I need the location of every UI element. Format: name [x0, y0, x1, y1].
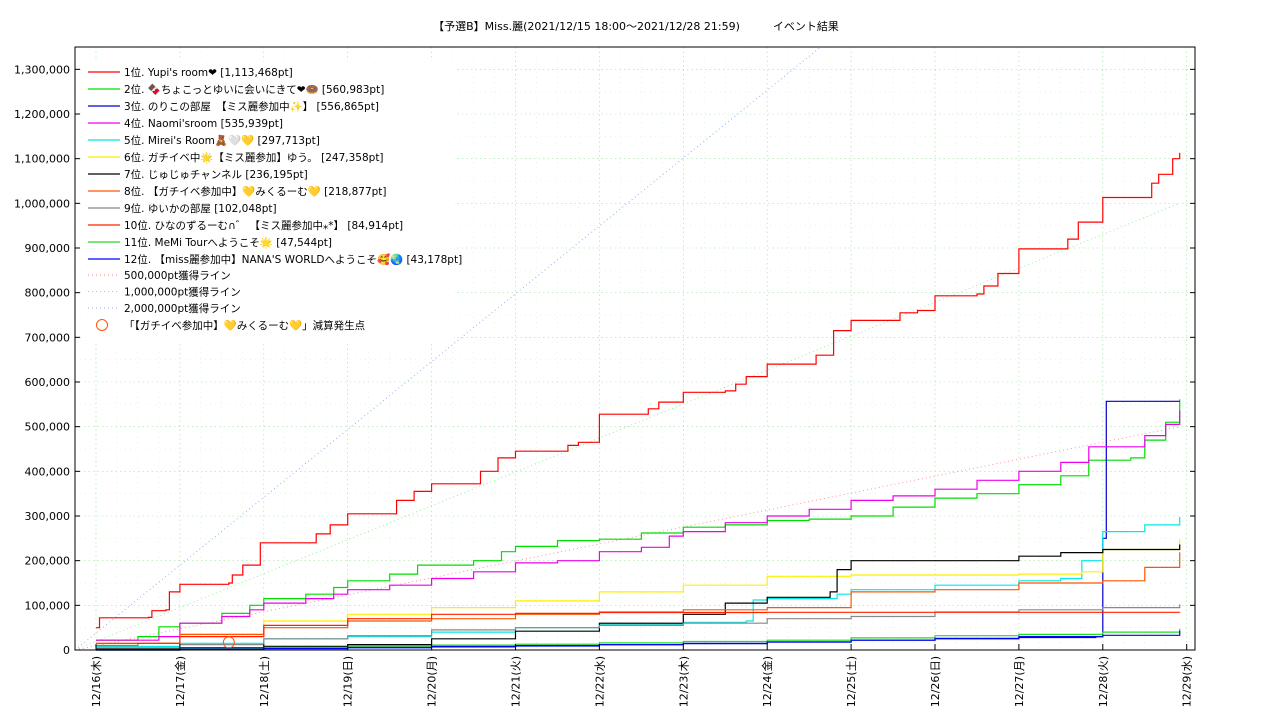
y-tick-label: 1,100,000: [14, 153, 70, 166]
legend-label: 10位. ひなのずるーむ∩゛ 【ミス麗参加中⁎*】 [84,914pt]: [124, 219, 403, 232]
legend-label: 8位. 【ガチイベ参加中】💛みくるーむ💛 [218,877pt]: [124, 185, 387, 198]
legend-label: 500,000pt獲得ライン: [124, 269, 231, 282]
legend-label: 5位. Mirei's Room🧸🤍💛 [297,713pt]: [124, 134, 320, 147]
legend-label: 2,000,000pt獲得ライン: [124, 302, 241, 315]
y-tick-label: 500,000: [25, 421, 71, 434]
y-tick-label: 100,000: [25, 599, 71, 612]
legend-label: 3位. のりこの部屋 【ミス麗参加中✨】 [556,865pt]: [124, 100, 379, 113]
x-tick-label: 12/17(金): [173, 656, 187, 707]
x-tick-label: 12/29(水): [1181, 656, 1194, 707]
x-tick-label: 12/19(日): [342, 656, 355, 707]
legend: 1位. Yupi's room❤ [1,113,468pt] 2位. 🍫ちょこっと…: [82, 61, 462, 344]
legend-label: 11位. MeMi Tourへようこそ🌟 [47,544pt]: [124, 236, 332, 249]
x-tick-label: 12/21(火): [510, 656, 523, 707]
x-tick-label: 12/16(木): [90, 656, 103, 707]
series-line: [96, 544, 1181, 650]
reference-lines: [74, 46, 1180, 651]
series-line: [96, 630, 1181, 651]
x-tick-label: 12/27(月): [1013, 656, 1026, 707]
x-tick-label: 12/22(水): [593, 656, 606, 707]
chart-title: 【予選B】Miss.麗(2021/12/15 18:00～2021/12/28 …: [433, 19, 839, 33]
legend-label: 「【ガチイベ参加中】💛みくるーむ💛」減算発生点: [124, 319, 365, 332]
x-tick-label: 12/18(土): [258, 656, 271, 707]
legend-label: 9位. ゆいかの部屋 [102,048pt]: [124, 202, 277, 215]
y-tick-label: 1,000,000: [14, 197, 70, 210]
legend-label: 12位. 【miss麗参加中】NANA'S WORLDへようこそ🥰🌏 [43,1…: [124, 253, 462, 266]
y-tick-label: 800,000: [25, 287, 71, 300]
y-tick-label: 1,300,000: [14, 63, 70, 76]
y-tick-label: 200,000: [25, 555, 71, 568]
series-line: [96, 552, 1181, 647]
series-line: [96, 410, 1181, 641]
x-tick-label: 12/25(土): [845, 656, 858, 707]
y-tick-label: 400,000: [25, 465, 71, 478]
legend-label: 1位. Yupi's room❤ [1,113,468pt]: [124, 66, 293, 79]
y-tick-label: 300,000: [25, 510, 71, 523]
series-line: [96, 611, 1181, 644]
x-tick-label: 12/23(木): [677, 656, 690, 707]
legend-label: 1,000,000pt獲得ライン: [124, 286, 241, 299]
series-line: [96, 399, 1181, 641]
plot-frame: [74, 46, 1196, 651]
series-line: [96, 539, 1181, 644]
series-lines: [96, 152, 1181, 651]
series-line: [96, 628, 1181, 651]
marker-point: [222, 636, 235, 649]
y-tick-label: 700,000: [25, 331, 71, 344]
y-tick-label: 1,200,000: [14, 108, 70, 121]
y-axis: 0 100,000 200,000 300,000 400,000 500,000 600,…: [14, 63, 1195, 657]
reference-line: [74, 202, 1180, 651]
x-axis: 12/16(木) 12/17(金) 12/18(土) 12/19(日) 12/20(月)…: [90, 644, 1194, 707]
x-tick-label: 12/24(金): [760, 656, 774, 707]
legend-marker: [96, 319, 108, 331]
x-tick-label: 12/20(月): [426, 656, 439, 707]
x-tick-label: 12/28(火): [1097, 656, 1110, 707]
x-tick-label: 12/26(日): [929, 656, 942, 707]
y-tick-label: 0: [63, 644, 70, 657]
legend-background: [82, 61, 454, 344]
series-line: [96, 152, 1181, 629]
legend-label: 6位. ガチイベ中🌟【ミス麗参加】ゆう。 [247,358pt]: [124, 151, 384, 164]
series-line: [96, 604, 1181, 649]
y-tick-label: 900,000: [25, 242, 71, 255]
markers: [222, 636, 235, 649]
y-tick-label: 600,000: [25, 376, 71, 389]
legend-label: 4位. Naomi'sroom [535,939pt]: [124, 117, 283, 130]
legend-label: 7位. じゅじゅチャンネル [236,195pt]: [124, 168, 308, 181]
legend-label: 2位. 🍫ちょこっとゆいに会いにきて❤🍩 [560,983pt]: [124, 83, 384, 96]
series-line: [96, 517, 1181, 647]
